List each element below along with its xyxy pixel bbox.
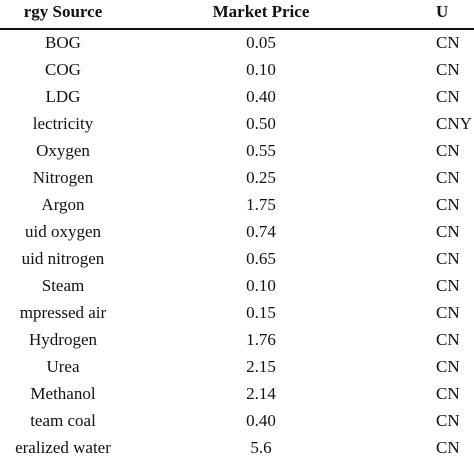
cell-market-price: 0.10: [246, 276, 276, 295]
cell-energy-source: BOG: [45, 33, 81, 52]
cell-unit: CNY: [436, 114, 472, 133]
cell-unit: CN: [436, 330, 460, 349]
table-row: Nitrogen 0.25 CN: [0, 164, 474, 191]
cell-unit: CN: [436, 438, 460, 457]
cell-unit: CN: [436, 303, 460, 322]
cell-energy-source: uid nitrogen: [21, 249, 105, 268]
cell-unit: CN: [436, 357, 460, 376]
cell-energy-source: Nitrogen: [32, 168, 94, 187]
table-row: lectricity 0.50 CNY: [0, 110, 474, 137]
cell-energy-source: COG: [45, 60, 81, 79]
header-rule: [0, 28, 474, 30]
cell-unit: CN: [436, 276, 460, 295]
cell-energy-source: Hydrogen: [29, 330, 97, 349]
cell-unit: CN: [436, 60, 460, 79]
cell-energy-source: lectricity: [32, 114, 94, 133]
cell-market-price: 0.50: [246, 114, 276, 133]
cell-market-price: 0.05: [246, 33, 276, 52]
cell-market-price: 1.76: [246, 330, 276, 349]
cell-unit: CN: [436, 222, 460, 241]
cell-unit: CN: [436, 249, 460, 268]
cell-market-price: 2.15: [246, 357, 276, 376]
cell-energy-source: team coal: [30, 411, 96, 430]
cell-energy-source: Urea: [46, 357, 80, 376]
table-row: Hydrogen 1.76 CN: [0, 326, 474, 353]
table-row: eralized water 5.6 CN: [0, 434, 474, 461]
table-row: BOG 0.05 CN: [0, 29, 474, 56]
cell-market-price: 0.74: [246, 222, 276, 241]
cell-energy-source: Methanol: [30, 384, 96, 403]
cell-market-price: 1.75: [246, 195, 276, 214]
cell-unit: CN: [436, 411, 460, 430]
cell-unit: CN: [436, 195, 460, 214]
cell-market-price: 5.6: [250, 438, 272, 457]
table-row: team coal 0.40 CN: [0, 407, 474, 434]
cell-energy-source: LDG: [45, 87, 81, 106]
cell-energy-source: Oxygen: [36, 141, 90, 160]
header-unit: U: [436, 2, 449, 21]
cell-energy-source: uid oxygen: [24, 222, 102, 241]
header-energy-source: rgy Source: [23, 2, 103, 21]
table-row: Oxygen 0.55 CN: [0, 137, 474, 164]
cell-energy-source: eralized water: [15, 438, 111, 457]
table-row: Argon 1.75 CN: [0, 191, 474, 218]
cell-market-price: 0.40: [246, 87, 276, 106]
cell-market-price: 0.10: [246, 60, 276, 79]
cell-market-price: 0.55: [246, 141, 276, 160]
cell-market-price: 0.40: [246, 411, 276, 430]
header-market-price: Market Price: [212, 2, 310, 21]
cell-energy-source: mpressed air: [19, 303, 107, 322]
table-row: Steam 0.10 CN: [0, 272, 474, 299]
cell-unit: CN: [436, 384, 460, 403]
cell-energy-source: Steam: [41, 276, 85, 295]
table-row: COG 0.10 CN: [0, 56, 474, 83]
table-row: uid oxygen 0.74 CN: [0, 218, 474, 245]
table-row: LDG 0.40 CN: [0, 83, 474, 110]
table-row: uid nitrogen 0.65 CN: [0, 245, 474, 272]
table-row: Methanol 2.14 CN: [0, 380, 474, 407]
cell-unit: CN: [436, 141, 460, 160]
cell-market-price: 0.65: [246, 249, 276, 268]
table-row: Urea 2.15 CN: [0, 353, 474, 380]
cell-unit: CN: [436, 33, 460, 52]
table-row: mpressed air 0.15 CN: [0, 299, 474, 326]
cell-unit: CN: [436, 87, 460, 106]
cell-market-price: 0.15: [246, 303, 276, 322]
cell-unit: CN: [436, 168, 460, 187]
cell-market-price: 0.25: [246, 168, 276, 187]
cell-market-price: 2.14: [246, 384, 276, 403]
cell-energy-source: Argon: [41, 195, 85, 214]
